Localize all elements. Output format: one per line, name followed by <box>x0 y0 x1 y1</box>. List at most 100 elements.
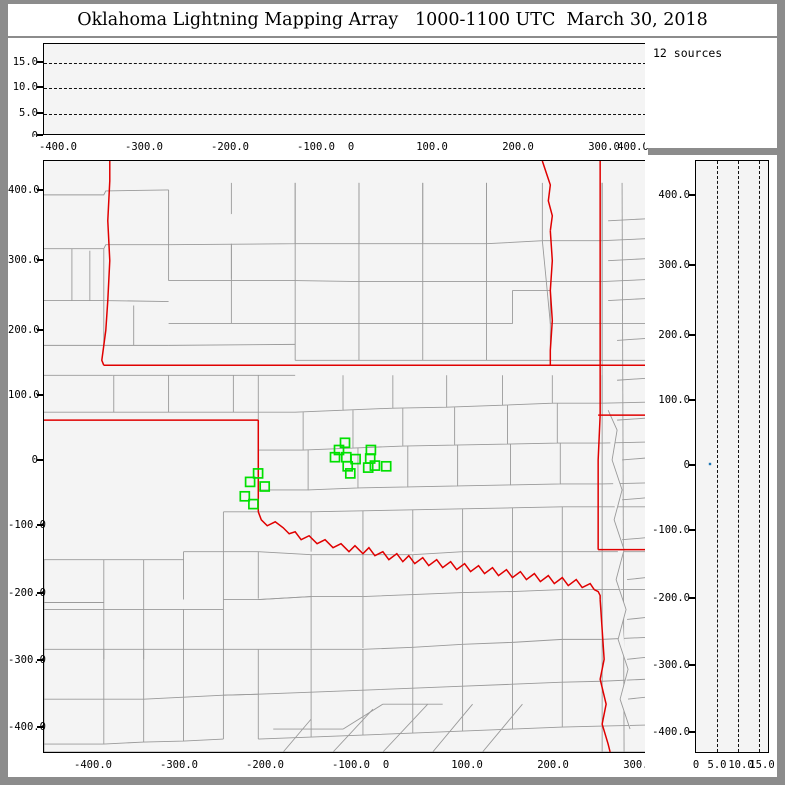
right-ytickmark--400 <box>689 731 695 733</box>
figure-title-bar: Oklahoma Lightning Mapping Array 1000-11… <box>8 4 777 36</box>
state-border-oklahoma-texas-vertical <box>593 588 601 600</box>
right-ytick-400: 400.0 <box>658 189 690 201</box>
top-xtick-100: 100.0 <box>416 141 448 153</box>
altitude-vs-ns-plot-area[interactable] <box>695 160 769 753</box>
state-border-colorado-kansas <box>101 161 111 366</box>
map-xtick-200: 200.0 <box>537 759 569 771</box>
map-ytickmark-0 <box>37 459 43 461</box>
gridline-15 <box>44 63 646 64</box>
map-xtick-100: 100.0 <box>451 759 483 771</box>
source-marker[interactable] <box>350 453 361 465</box>
altitude-source-dot[interactable] <box>708 462 712 466</box>
right-ytick-200: 200.0 <box>658 329 690 341</box>
top-xtick-0: 0 <box>347 141 355 153</box>
top-ytickmark-10 <box>37 86 43 88</box>
top-ytickmark-15 <box>37 61 43 63</box>
altitude-ns-marker-layer <box>708 462 712 466</box>
top-ytick-0: 0 <box>31 130 38 142</box>
map-ytick-300: 300.0 <box>8 254 40 266</box>
gridline-alt-15 <box>759 161 760 752</box>
source-count-label: 12 sources <box>653 46 723 60</box>
right-xtick-10: 10.0 <box>728 759 754 771</box>
map-ytickmark-100 <box>37 394 43 396</box>
page-title: Oklahoma Lightning Mapping Array 1000-11… <box>77 10 708 30</box>
right-ytick-300: 300.0 <box>658 259 690 271</box>
right-ytickmark-100 <box>689 399 695 401</box>
right-xtick-0: 0 <box>692 759 700 771</box>
county-layer-east <box>601 182 646 752</box>
map-ytickmark-200 <box>37 329 43 331</box>
state-border-oklahoma-east-south <box>599 599 611 752</box>
map-ytickmark-300 <box>37 259 43 261</box>
altitude-vs-ew-xaxis: -400.0 -300.0 -200.0 -100.0 0 100.0 200.… <box>8 137 649 155</box>
map-ytick--200: -200.0 <box>8 587 46 599</box>
source-marker[interactable] <box>365 444 377 456</box>
top-xtick-400: 400.0 <box>617 141 649 153</box>
source-marker[interactable] <box>329 451 341 463</box>
right-ytickmark--100 <box>689 529 695 531</box>
right-xtick-15: 15.0 <box>749 759 775 771</box>
map-xtick--200: -200.0 <box>246 759 284 771</box>
right-ytickmark--300 <box>689 664 695 666</box>
top-xtick-300: 300.0 <box>588 141 620 153</box>
gridline-5 <box>44 114 646 115</box>
state-border-oklahoma-east-upper <box>549 230 554 366</box>
map-ytick-0: 0 <box>31 454 38 466</box>
source-marker[interactable] <box>244 476 256 488</box>
right-ytick-0: 0 <box>683 459 690 471</box>
top-ytickmark-5 <box>37 112 43 114</box>
source-marker[interactable] <box>362 462 374 473</box>
gridline-alt-5 <box>717 161 718 752</box>
right-ytickmark-200 <box>689 334 695 336</box>
right-ytick--400: -400.0 <box>652 726 690 738</box>
top-ytick-10: 10.0 <box>12 81 38 93</box>
top-xtick--100: -100.0 <box>297 141 335 153</box>
top-xtick--300: -300.0 <box>125 141 163 153</box>
map-xtick-0: 0 <box>382 759 390 771</box>
state-border-kansas-missouri <box>541 161 554 231</box>
state-border-arkansas-west <box>597 161 601 550</box>
source-marker[interactable] <box>239 490 251 502</box>
altitude-vs-ns-panel: 400.0 300.0 200.0 100.0 0 -100.0 -200.0 … <box>645 155 777 777</box>
altitude-vs-ew-plot-area[interactable] <box>43 43 647 135</box>
source-marker-layer[interactable] <box>43 160 647 753</box>
state-border-red-river <box>257 511 595 590</box>
top-ytickmark-0 <box>37 134 43 136</box>
source-marker[interactable] <box>342 460 354 472</box>
map-ytick-100: 100.0 <box>8 389 40 401</box>
gridline-10 <box>44 88 646 89</box>
right-ytick--100: -100.0 <box>652 524 690 536</box>
map-xtick--300: -300.0 <box>160 759 198 771</box>
source-marker[interactable] <box>369 460 381 471</box>
source-marker[interactable] <box>339 437 351 449</box>
map-ytickmark--200 <box>37 592 43 594</box>
top-ytick-15: 15.0 <box>12 56 38 68</box>
right-ytick-100: 100.0 <box>658 394 690 406</box>
gridline-alt-10 <box>738 161 739 752</box>
right-ytickmark-300 <box>689 264 695 266</box>
right-ytickmark-400 <box>689 194 695 196</box>
map-ytickmark--300 <box>37 659 43 661</box>
map-ytick--400: -400.0 <box>8 721 46 733</box>
stats-panel: 12 sources <box>645 38 777 148</box>
source-marker[interactable] <box>259 481 271 492</box>
plan-view-map-plot-area[interactable] <box>43 160 647 753</box>
top-xtick--400: -400.0 <box>39 141 77 153</box>
top-ytick-5: 5.0 <box>19 107 38 119</box>
right-xtick-5: 5.0 <box>707 759 727 771</box>
map-ytickmark--100 <box>37 524 43 526</box>
source-marker[interactable] <box>344 468 356 479</box>
source-marker[interactable] <box>252 468 264 479</box>
source-marker[interactable] <box>248 498 259 510</box>
plan-view-map-panel: 400.0 300.0 200.0 100.0 0 -100.0 -200.0 … <box>8 155 684 777</box>
altitude-vs-ew-panel: 15.0 10.0 5.0 0 <box>8 38 648 148</box>
top-xtick-200: 200.0 <box>502 141 534 153</box>
map-graphic <box>44 161 646 752</box>
map-ytick--100: -100.0 <box>8 519 46 531</box>
top-xtick--200: -200.0 <box>211 141 249 153</box>
source-marker[interactable] <box>380 460 392 472</box>
right-ytick--200: -200.0 <box>652 592 690 604</box>
right-ytickmark--200 <box>689 597 695 599</box>
map-ytickmark-400 <box>37 189 43 191</box>
